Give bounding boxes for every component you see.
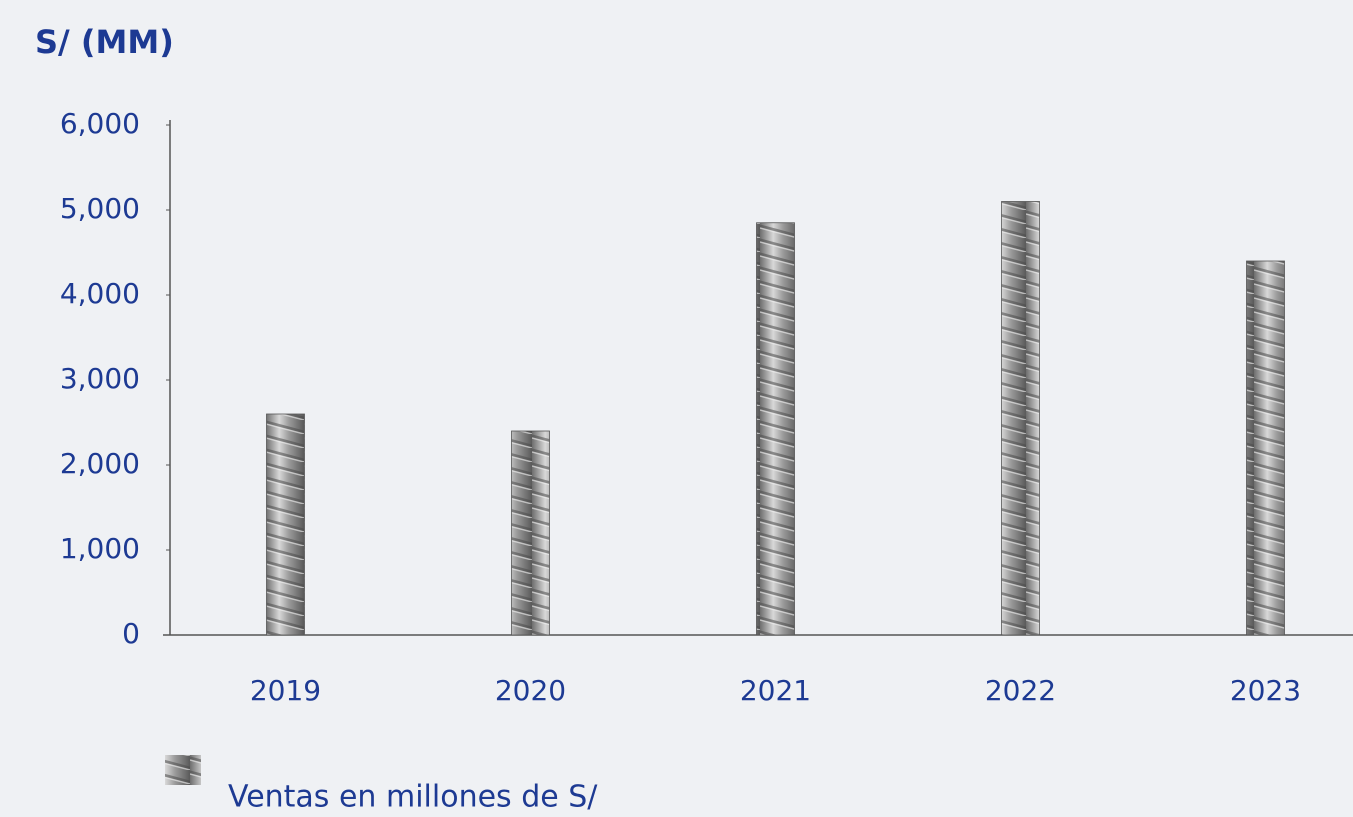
legend-label: Ventas en millones de S/ (228, 780, 598, 815)
y-tick-label: 5,000 (60, 192, 140, 225)
x-tick-label: 2023 (1230, 674, 1301, 707)
y-tick-label: 4,000 (60, 277, 140, 310)
bar (1001, 201, 1040, 636)
y-tick-label: 3,000 (60, 362, 140, 395)
legend-swatch (165, 755, 201, 785)
y-tick-label: 2,000 (60, 447, 140, 480)
x-tick-label: 2021 (740, 674, 811, 707)
y-tick-label: 1,000 (60, 532, 140, 565)
x-tick-label: 2022 (985, 674, 1056, 707)
y-tick-label: 0 (122, 617, 140, 650)
y-tick-label: 6,000 (60, 107, 140, 140)
x-tick-label: 2020 (495, 674, 566, 707)
chart-title: S/ (MM) (35, 23, 174, 61)
bar (266, 413, 305, 636)
bar (1246, 260, 1285, 636)
x-tick-label: 2019 (250, 674, 321, 707)
bar (511, 430, 550, 636)
bar (756, 222, 795, 636)
